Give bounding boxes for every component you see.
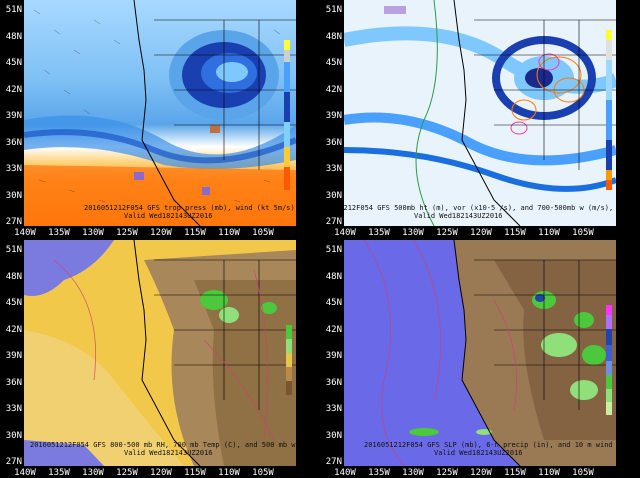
valid-time-bottom-right: Valid Wed182143UZ2016	[434, 449, 523, 457]
caption-bottom-left: 2016051212F054 GFS 800-500 mb RH, 700 mb…	[30, 441, 296, 449]
colorbar-top-left	[284, 40, 296, 190]
map-panel-bottom-left: 2016051212F054 GFS 800-500 mb RH, 700 mb…	[24, 240, 296, 466]
latitude-label: 45N	[325, 298, 342, 308]
latitude-label: 39N	[325, 111, 342, 121]
longitude-label: 105W	[252, 468, 274, 478]
latitude-label: 45N	[325, 58, 342, 68]
longitude-label: 135W	[368, 468, 390, 478]
longitude-label: 130W	[402, 228, 424, 238]
longitude-label: 110W	[218, 228, 240, 238]
latitude-label: 51N	[5, 245, 22, 255]
longitude-label: 125W	[116, 228, 138, 238]
latitude-label: 45N	[5, 298, 22, 308]
longitude-label: 110W	[538, 228, 560, 238]
colorbar-bottom-right	[606, 305, 616, 415]
latitude-label: 36N	[5, 377, 22, 388]
latitude-label: 33N	[5, 404, 22, 414]
latitude-label: 39N	[5, 351, 22, 361]
map-panel-top-right: 2016051212F054 GFS 500mb ht (m), vor (x1…	[344, 0, 616, 226]
caption-top-right: 2016051212F054 GFS 500mb ht (m), vor (x1…	[344, 204, 616, 212]
latitude-label: 39N	[325, 351, 342, 361]
longitude-label: 135W	[48, 228, 70, 238]
latitude-label: 27N	[5, 217, 22, 227]
valid-time-top-right: Valid Wed182143UZ2016	[414, 212, 503, 220]
latitude-label: 48N	[5, 271, 22, 282]
longitude-label: 125W	[436, 228, 458, 238]
tropopause-pressure-map	[24, 0, 296, 226]
colorbar-bottom-left	[286, 325, 296, 395]
longitude-label: 140W	[14, 468, 36, 478]
latitude-label: 33N	[5, 164, 22, 174]
latitude-label: 51N	[325, 5, 342, 15]
latitude-label: 48N	[325, 271, 342, 282]
longitude-label: 110W	[218, 468, 240, 478]
longitude-label: 125W	[116, 468, 138, 478]
longitude-label: 120W	[470, 228, 492, 238]
longitude-label: 135W	[48, 468, 70, 478]
colorbar-top-right	[606, 30, 616, 190]
longitude-label: 135W	[368, 228, 390, 238]
latitude-label: 30N	[5, 430, 22, 441]
longitude-label: 140W	[14, 228, 36, 238]
longitude-label: 130W	[402, 468, 424, 478]
latitude-label: 30N	[325, 190, 342, 201]
longitude-label: 120W	[150, 228, 172, 238]
caption-bottom-right: 2016051212F054 GFS SLP (mb), 6-h precip …	[364, 441, 616, 449]
longitude-label: 130W	[82, 468, 104, 478]
latitude-label: 42N	[325, 84, 342, 95]
latitude-label: 36N	[325, 137, 342, 148]
latitude-label: 30N	[5, 190, 22, 201]
longitude-label: 105W	[252, 228, 274, 238]
latitude-label: 42N	[5, 84, 22, 95]
longitude-label: 120W	[470, 468, 492, 478]
longitude-label: 115W	[504, 228, 526, 238]
map-panel-bottom-right: 2016051212F054 GFS SLP (mb), 6-h precip …	[344, 240, 616, 466]
latitude-label: 39N	[5, 111, 22, 121]
latitude-label: 33N	[325, 404, 342, 414]
latitude-label: 48N	[5, 31, 22, 42]
longitude-label: 105W	[572, 228, 594, 238]
longitude-label: 115W	[504, 468, 526, 478]
longitude-label: 140W	[334, 228, 356, 238]
latitude-label: 45N	[5, 58, 22, 68]
longitude-label: 115W	[184, 468, 206, 478]
longitude-label: 125W	[436, 468, 458, 478]
relative-humidity-map	[24, 240, 296, 466]
latitude-label: 33N	[325, 164, 342, 174]
latitude-label: 36N	[5, 137, 22, 148]
latitude-label: 42N	[325, 324, 342, 335]
longitude-label: 105W	[572, 468, 594, 478]
latitude-label: 51N	[5, 5, 22, 15]
latitude-label: 36N	[325, 377, 342, 388]
latitude-label: 27N	[325, 457, 342, 467]
vorticity-500mb-map	[344, 0, 616, 226]
latitude-label: 51N	[325, 245, 342, 255]
longitude-label: 130W	[82, 228, 104, 238]
valid-time-top-left: Valid Wed182143UZ2016	[124, 212, 213, 220]
latitude-label: 27N	[5, 457, 22, 467]
longitude-label: 120W	[150, 468, 172, 478]
caption-top-left: 2016051212F054 GFS trop press (mb), wind…	[84, 204, 296, 212]
valid-time-bottom-left: Valid Wed182143UZ2016	[124, 449, 213, 457]
latitude-label: 42N	[5, 324, 22, 335]
map-panel-top-left: 2016051212F054 GFS trop press (mb), wind…	[24, 0, 296, 226]
longitude-label: 110W	[538, 468, 560, 478]
latitude-label: 27N	[325, 217, 342, 227]
latitude-label: 48N	[325, 31, 342, 42]
slp-precip-map	[344, 240, 616, 466]
longitude-label: 115W	[184, 228, 206, 238]
longitude-label: 140W	[334, 468, 356, 478]
latitude-label: 30N	[325, 430, 342, 441]
